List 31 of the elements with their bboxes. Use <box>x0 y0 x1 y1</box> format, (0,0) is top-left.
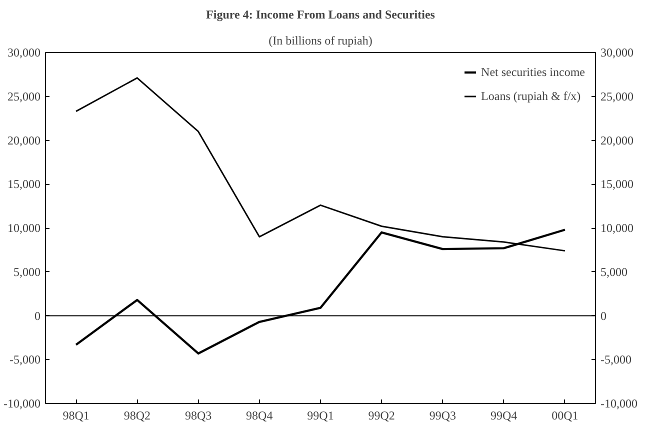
x-tick-label: 99Q2 <box>368 408 395 422</box>
y2-tick-label: 5,000 <box>600 264 628 279</box>
y-tick-label: 30,000 <box>8 46 40 60</box>
legend-label: Loans (rupiah & f/x) <box>481 88 581 104</box>
chart-title: Figure 4: Income From Loans and Securities <box>206 8 436 22</box>
y-tick-label: 25,000 <box>8 89 40 104</box>
x-tick-label: 98Q2 <box>124 408 151 422</box>
y-tick-label: 5,000 <box>14 264 40 279</box>
y-tick-label: 20,000 <box>8 133 40 148</box>
y-tick-label: 15,000 <box>8 177 40 192</box>
chart-subtitle: (In billions of rupiah) <box>268 34 372 48</box>
x-tick-label: 00Q1 <box>552 408 578 422</box>
y-tick-label: 10,000 <box>8 221 40 235</box>
y2-tick-label: 15,000 <box>600 177 634 192</box>
x-tick-label: 99Q1 <box>307 408 334 422</box>
y-tick-label: 0 <box>34 308 40 323</box>
y2-tick-label: 30,000 <box>600 46 634 60</box>
y-tick-label: -10,000 <box>4 396 41 410</box>
x-tick-label: 99Q3 <box>429 408 456 422</box>
y2-tick-label: -10,000 <box>600 396 638 410</box>
legend-label: Net securities income <box>481 64 585 80</box>
x-tick-label: 98Q1 <box>62 408 90 422</box>
y2-tick-label: -5,000 <box>600 352 632 367</box>
y2-tick-label: 25,000 <box>600 89 634 104</box>
y2-tick-label: 20,000 <box>600 133 634 148</box>
y2-tick-label: 10,000 <box>600 221 634 235</box>
x-tick-label: 99Q4 <box>490 408 518 422</box>
y2-tick-label: 0 <box>600 308 606 323</box>
x-tick-label: 98Q4 <box>246 408 273 422</box>
x-tick-label: 98Q3 <box>184 408 212 422</box>
y-tick-label: -5,000 <box>10 352 41 367</box>
